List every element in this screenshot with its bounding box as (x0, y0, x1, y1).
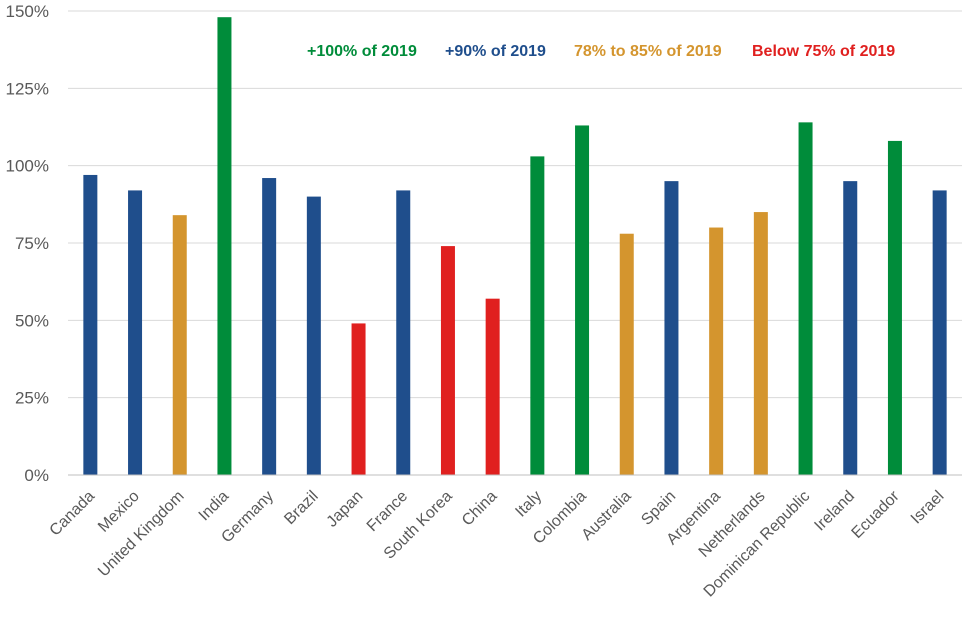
gridlines (68, 10, 962, 399)
bars (83, 17, 947, 476)
bar-india (217, 17, 232, 475)
bar-south-korea (440, 246, 455, 475)
bar-spain (664, 181, 679, 475)
bar-china (485, 298, 500, 475)
x-tick-label: Canada (47, 488, 99, 540)
bar-united-kingdom (172, 215, 187, 475)
bar-brazil (306, 196, 321, 475)
y-tick-label: 100% (6, 157, 49, 176)
bar-colombia (575, 125, 590, 475)
legend-item-red: Below 75% of 2019 (752, 43, 895, 60)
x-tick-label: China (459, 488, 501, 530)
bar-canada (83, 174, 98, 476)
x-tick-label: Brazil (281, 488, 321, 528)
bar-australia (619, 233, 634, 475)
bar-israel (932, 190, 947, 475)
bar-netherlands (753, 212, 768, 476)
bar-ecuador (887, 140, 902, 476)
x-tick-label: United Kingdom (95, 488, 188, 581)
bar-ireland (843, 181, 858, 475)
y-tick-label: 0% (24, 466, 49, 485)
bar-japan (351, 323, 366, 475)
legend-item-blue: +90% of 2019 (445, 43, 546, 60)
y-axis-tick-labels: 0% 25% 50% 75% 100% 125% 150% (6, 2, 49, 485)
x-tick-label: Australia (579, 488, 635, 544)
bar-argentina (709, 227, 724, 475)
bar-italy (530, 156, 545, 476)
legend: +100% of 2019 +90% of 2019 78% to 85% of… (307, 43, 895, 60)
x-tick-label: Spain (638, 488, 679, 529)
x-tick-label: India (196, 488, 233, 525)
bar-germany (262, 178, 277, 476)
x-tick-label: Japan (324, 488, 367, 531)
x-tick-label: Ecuador (849, 487, 904, 542)
bar-france (396, 190, 411, 475)
legend-item-green: +100% of 2019 (307, 43, 417, 60)
legend-item-orange: 78% to 85% of 2019 (574, 43, 722, 60)
y-tick-label: 25% (15, 389, 49, 408)
bar-mexico (128, 190, 143, 475)
bar-dominican-republic (798, 122, 813, 476)
x-tick-label: Israel (908, 488, 948, 528)
y-tick-label: 150% (6, 2, 49, 21)
y-tick-label: 75% (15, 234, 49, 253)
x-tick-label: Italy (512, 488, 545, 521)
y-tick-label: 50% (15, 311, 49, 330)
y-tick-label: 125% (6, 79, 49, 98)
